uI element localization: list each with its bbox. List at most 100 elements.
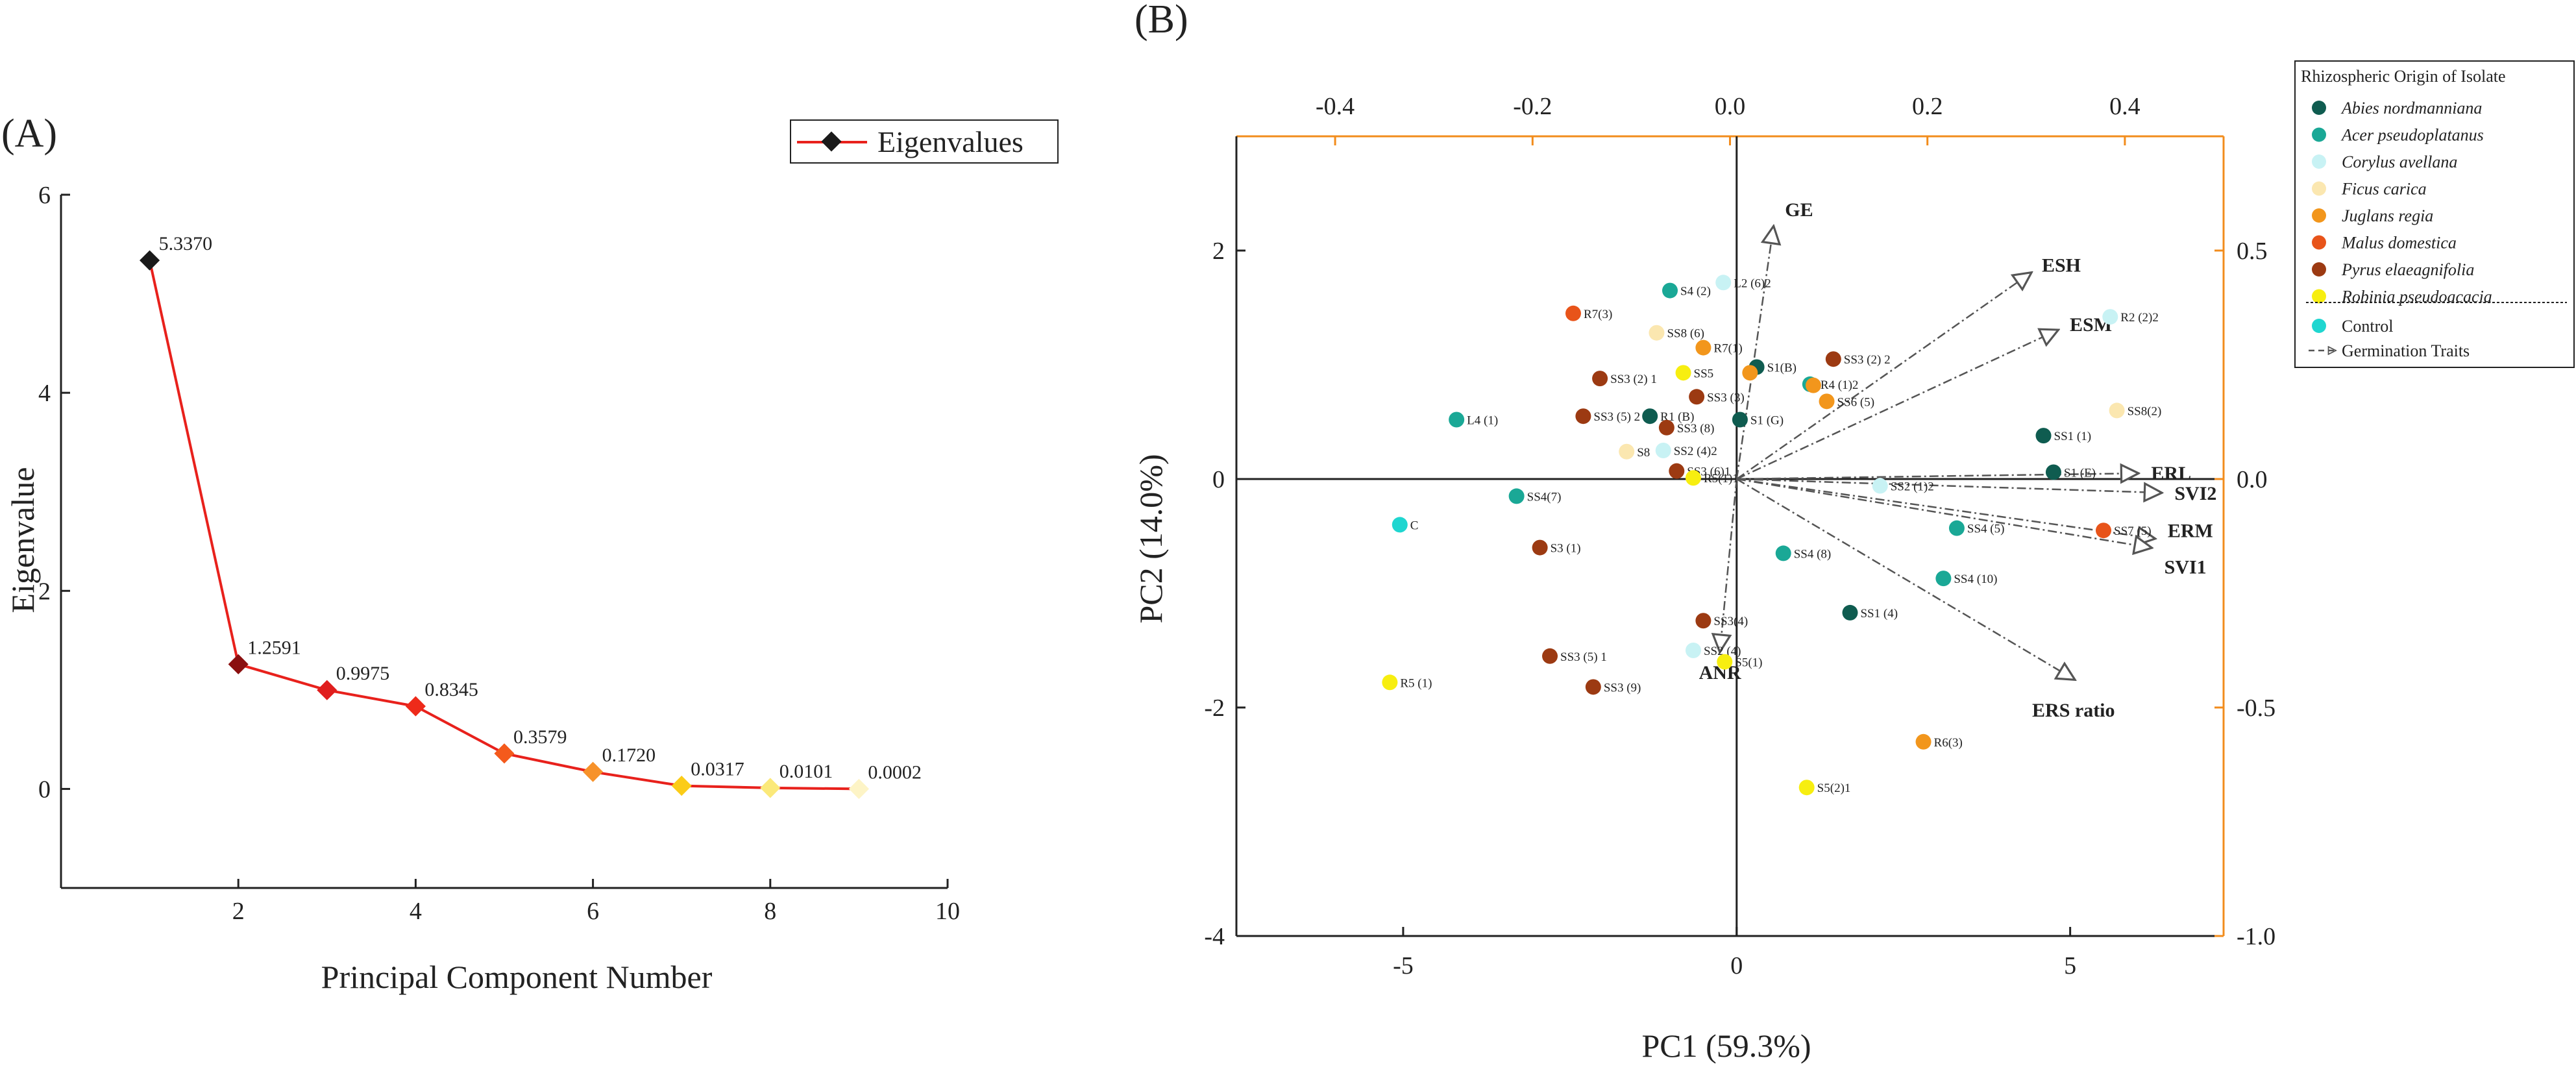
- vector-label-ge: GE: [1785, 199, 1813, 221]
- panel-a-y-tick-label: 4: [38, 380, 51, 407]
- point-label: SS2 (4)2: [1674, 445, 1717, 458]
- point-ss8-6: [1649, 325, 1665, 341]
- point-ss3-6-1: [1669, 463, 1685, 479]
- point-r5-1-1: [1685, 470, 1701, 486]
- eigenvalue-label-pc2: 1.2591: [247, 637, 301, 658]
- legend-marker-malus-domestica: [2312, 235, 2326, 250]
- point-ss4-7: [1508, 488, 1525, 504]
- eigenvalue-label-pc7: 0.0317: [691, 759, 744, 780]
- point-label: SS1 (1): [2054, 430, 2092, 443]
- legend-marker-ficus-carica: [2312, 181, 2326, 196]
- vector-label-esh: ESH: [2042, 255, 2081, 277]
- eigenvalue-label-pc1: 5.3370: [159, 233, 213, 254]
- vector-ge: [1736, 228, 1774, 480]
- eigenvalue-label-pc8: 0.0101: [779, 761, 833, 782]
- point-label: S5(1): [1735, 656, 1762, 670]
- point-label: L2 (6)2: [1734, 277, 1771, 290]
- point-s5-2-1: [1798, 780, 1815, 796]
- point-ss3-8: [1658, 419, 1674, 436]
- eigenvalue-markers: 5.3370 1.2591 0.9975 0.8345 0.3579 0.1720 0.03…: [140, 233, 922, 799]
- point-s4-2: [1662, 282, 1678, 299]
- point-l2-6-2: [1715, 275, 1732, 291]
- point-label: SS3 (5) 1: [1560, 650, 1607, 664]
- point-ss8-2: [2109, 402, 2125, 419]
- point-r6-3: [1915, 733, 1932, 750]
- point-label: L4 (1): [1467, 413, 1498, 427]
- point-label: SS4(7): [1527, 490, 1562, 504]
- point-ss2-4-2: [1655, 443, 1671, 458]
- vector-label-svi1: SVI1: [2165, 557, 2207, 578]
- vector-svi1: [1736, 478, 2150, 548]
- panel-b-y-tick-label: -2: [1204, 695, 1225, 722]
- point-ss3-4: [1695, 613, 1711, 629]
- panel-a-y-tick-label: 6: [38, 182, 51, 209]
- legend-label-robinia-pseudoacacia: Robinia pseudoacacia: [2341, 288, 2492, 306]
- point-label: C: [1410, 519, 1419, 532]
- point-ss2-1-2: [1872, 478, 1888, 494]
- point-label: SS4 (8): [1794, 547, 1832, 561]
- point-label: SS6 (5): [1837, 395, 1875, 409]
- point-label: S1 (E): [2064, 466, 2096, 480]
- point-label: SS5: [1694, 367, 1714, 380]
- eigenvalue-marker-pc1: [140, 250, 160, 271]
- panel-b-right-tick-label: 0.0: [2237, 466, 2268, 493]
- legend-germination-label: Germination Traits: [2342, 341, 2470, 360]
- panel-b-top-tick-label: 0.4: [2109, 93, 2141, 120]
- point-label: SS4 (10): [1954, 572, 1997, 586]
- point-label: R5 (1): [1400, 676, 1432, 690]
- eigenvalue-marker-pc9: [848, 778, 869, 799]
- vector-label-ers-ratio: ERS ratio: [2032, 700, 2115, 721]
- panel-a-legend: Eigenvalues: [790, 119, 1059, 164]
- point-ss7-5: [2096, 523, 2112, 539]
- vector-erm: [1736, 478, 2153, 539]
- point-r7-3: [1565, 305, 1581, 321]
- panel-a-label: (A): [1, 112, 57, 156]
- panel-a-y-label: Eigenvalue: [5, 467, 41, 613]
- vector-ers-ratio: [1736, 478, 2074, 679]
- point-ss4-10: [1935, 571, 1952, 587]
- point-label: SS7 (5): [2114, 524, 2152, 538]
- panel-a-x-tick-label: 6: [587, 898, 599, 925]
- legend-label-ficus-carica: Ficus carica: [2341, 180, 2427, 199]
- point-s1-g: [1732, 412, 1748, 428]
- point-r7-1: [1695, 339, 1711, 356]
- point-label: SS3 (9): [1604, 681, 1641, 695]
- point-ss2-4: [1685, 643, 1701, 658]
- panel-b-x-tick-label: 5: [2064, 952, 2076, 979]
- panel-b-right-tick-label: 0.5: [2237, 238, 2268, 265]
- legend-box: [2294, 60, 2575, 368]
- legend-label-acer-pseudoplatanus: Acer pseudoplatanus: [2340, 126, 2484, 145]
- isolate-points: S4 (2) L2 (6)2 R7(3) SS8 (6) R7(1) S1(B) SS3 (…: [1382, 275, 2161, 796]
- panel-a-y-tick-label: 0: [38, 776, 51, 803]
- panel-a-x-tick-label: 10: [935, 898, 960, 925]
- point-ss3-5-2: [1575, 408, 1591, 425]
- panel-a-ticks: 2 4 6 8 10 0 2 4 6: [38, 182, 960, 925]
- panel-b-x-tick-label: -5: [1393, 952, 1414, 979]
- point-label: SS1 (4): [1860, 607, 1898, 621]
- panel-b-top-tick-label: 0.2: [1912, 93, 1943, 120]
- point-label: SS8 (6): [1667, 327, 1704, 341]
- eigenvalue-line: [148, 260, 859, 791]
- eigenvalue-marker-pc6: [583, 761, 604, 782]
- point-r1-b: [1642, 408, 1658, 425]
- legend-marker-pyrus-elaeagnifolia: [2312, 262, 2326, 277]
- panel-b-y-tick-label: -4: [1204, 923, 1225, 950]
- legend-label-juglans-regia: Juglans regia: [2342, 206, 2433, 225]
- panel-b-top-tick-label: 0.0: [1715, 93, 1746, 120]
- legend-label-malus-domestica: Malus domestica: [2341, 234, 2457, 252]
- point-ss4-5: [1948, 520, 1965, 536]
- panel-b-y-label: PC2 (14.0%): [1133, 454, 1169, 623]
- point-label: SS3 (3): [1707, 391, 1745, 404]
- legend-marker-abies-nordmanniana: [2312, 101, 2326, 115]
- point-ss5: [1675, 365, 1691, 381]
- eigenvalue-label-pc4: 0.8345: [424, 679, 478, 700]
- vector-svi2: [1736, 478, 2161, 493]
- point-r2-2-2: [2102, 309, 2118, 325]
- point-ss6-5: [1819, 393, 1835, 410]
- point-juglans-regia: [1742, 365, 1758, 381]
- panel-b-label: (B): [1135, 0, 1188, 42]
- point-label: SS3 (2) 1: [1610, 373, 1657, 386]
- point-s5-1: [1717, 654, 1733, 670]
- eigenvalue-label-pc9: 0.0002: [868, 761, 922, 783]
- panel-a-y-tick-label: 2: [38, 578, 51, 605]
